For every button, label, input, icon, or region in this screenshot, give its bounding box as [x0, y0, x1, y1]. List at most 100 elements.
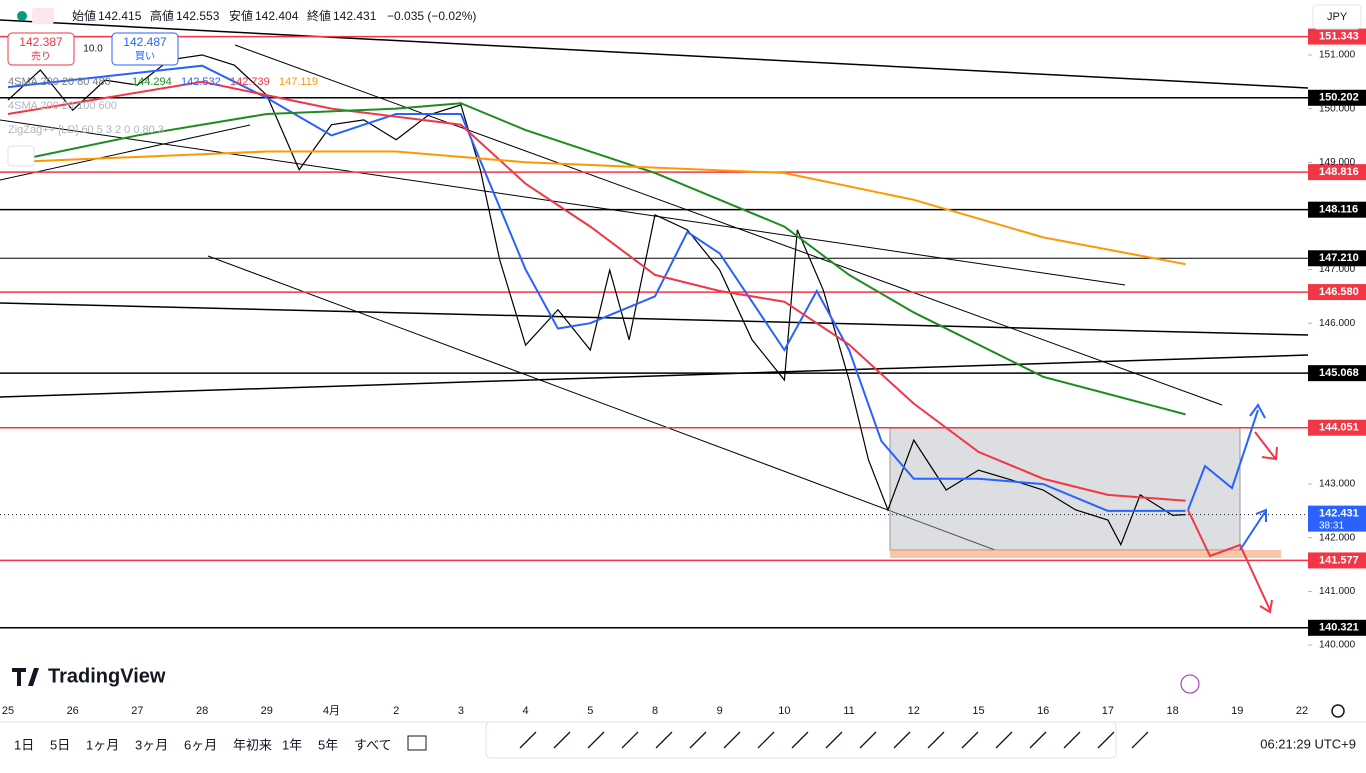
tool-icon[interactable] — [689, 731, 707, 749]
range-box — [889, 427, 1241, 551]
x-tick-label: 22 — [1296, 705, 1308, 717]
trendline — [234, 44, 1223, 406]
range-button[interactable]: 1日 — [14, 737, 34, 752]
tool-icon[interactable] — [587, 731, 605, 749]
series-sma-slow — [7, 102, 1186, 416]
tool-icon[interactable] — [723, 731, 741, 749]
low: 142.404 — [255, 9, 299, 23]
arrow — [1187, 409, 1259, 511]
arrow — [1239, 511, 1266, 551]
y-tick-label: 149.000 — [1319, 157, 1356, 168]
level-label: 140.321 — [1319, 622, 1359, 634]
tool-icon[interactable] — [825, 731, 843, 749]
tool-icon[interactable] — [621, 731, 639, 749]
x-tick-label: 17 — [1102, 705, 1114, 717]
x-tick-label: 5 — [587, 705, 593, 717]
currency-button[interactable] — [1312, 4, 1362, 30]
level-tag — [1308, 552, 1366, 569]
range-button[interactable]: すべて — [354, 737, 392, 752]
arrow — [1261, 446, 1278, 461]
low-label: 安値 — [229, 8, 253, 23]
arrow — [1254, 431, 1276, 459]
x-tick-label: 15 — [972, 705, 984, 717]
level-tag — [1308, 164, 1366, 181]
countdown: 38:31 — [1319, 520, 1344, 531]
logo-mark — [12, 668, 39, 686]
tool-icon[interactable] — [655, 731, 673, 749]
tool-icon[interactable] — [1063, 731, 1081, 749]
tool-icon[interactable] — [1097, 731, 1115, 749]
level-label: 150.202 — [1319, 92, 1359, 104]
date-range-icon[interactable] — [407, 735, 427, 751]
x-tick-label: 12 — [908, 705, 920, 717]
buy-button[interactable] — [111, 32, 179, 66]
level-tag — [1308, 89, 1366, 106]
range-button[interactable]: 6ヶ月 — [184, 737, 217, 752]
x-tick-label: 10 — [778, 705, 790, 717]
x-tick-label: 3 — [458, 705, 464, 717]
level-label: 151.343 — [1319, 30, 1359, 42]
alert-icon[interactable] — [1180, 674, 1200, 694]
brand: TradingView — [48, 665, 166, 687]
tool-icon[interactable] — [791, 731, 809, 749]
tool-icon[interactable] — [1029, 731, 1047, 749]
level-label: 148.116 — [1319, 204, 1358, 216]
range-button[interactable]: 1年 — [282, 737, 302, 752]
tool-icon[interactable] — [519, 731, 537, 749]
level-tag — [1308, 284, 1366, 301]
x-tick-label: 11 — [843, 705, 854, 717]
x-tick-label: 2 — [393, 705, 399, 717]
tool-icon[interactable] — [927, 731, 945, 749]
level-tag — [1308, 619, 1366, 636]
range-button[interactable]: 3ヶ月 — [135, 737, 168, 752]
x-tick-label: 9 — [717, 705, 723, 717]
drawing-toolbar — [485, 721, 1117, 759]
arrow — [1259, 599, 1273, 614]
range-button[interactable]: 5年 — [318, 737, 338, 752]
trendline — [0, 124, 251, 181]
indicator-name: 4SMA 200 20 80 480 — [8, 76, 111, 88]
trendline — [0, 119, 1126, 286]
x-tick-label: 16 — [1037, 705, 1049, 717]
level-tag — [1308, 250, 1366, 267]
tool-icon[interactable] — [995, 731, 1013, 749]
logo — [12, 668, 39, 686]
series-sma-long — [7, 150, 1186, 266]
currency: JPY — [1327, 11, 1348, 23]
tool-icon[interactable] — [553, 731, 571, 749]
open: 142.415 — [98, 9, 142, 23]
tool-icon[interactable] — [961, 731, 979, 749]
badge — [32, 8, 54, 24]
range-button[interactable]: 1ヶ月 — [86, 737, 119, 752]
close: 142.431 — [333, 9, 377, 23]
x-tick-label: 27 — [131, 705, 143, 717]
range-button[interactable]: 年初来 — [233, 737, 272, 752]
x-tick-label: 25 — [2, 705, 14, 717]
y-tick-label: 146.000 — [1319, 318, 1356, 329]
x-tick-label: 29 — [261, 705, 273, 717]
range-button[interactable]: 5日 — [50, 737, 70, 752]
tool-icon[interactable] — [859, 731, 877, 749]
sell-label: 売り — [31, 50, 51, 63]
level-label: 144.051 — [1319, 422, 1359, 434]
y-tick-label: 140.000 — [1319, 640, 1356, 651]
arrow — [1187, 509, 1271, 611]
high-label: 高値 — [150, 8, 174, 23]
scenario-arrows — [1187, 403, 1278, 614]
tool-icon[interactable] — [757, 731, 775, 749]
sell-button[interactable] — [7, 32, 75, 66]
settings-icon[interactable] — [1331, 704, 1345, 718]
arrow — [1249, 403, 1266, 419]
level-tag — [1308, 28, 1366, 45]
trendline — [0, 354, 1309, 398]
clock: 06:21:29 UTC+9 — [1260, 736, 1356, 751]
x-tick-label: 28 — [196, 705, 208, 717]
trendline — [0, 19, 1309, 89]
level-label: 141.577 — [1319, 554, 1359, 566]
collapse-button[interactable] — [7, 145, 35, 167]
series-sma-mid — [7, 80, 1186, 502]
tool-icon[interactable] — [893, 731, 911, 749]
indicator-value: 144.294 — [132, 76, 172, 88]
tool-icon[interactable] — [1131, 731, 1149, 749]
